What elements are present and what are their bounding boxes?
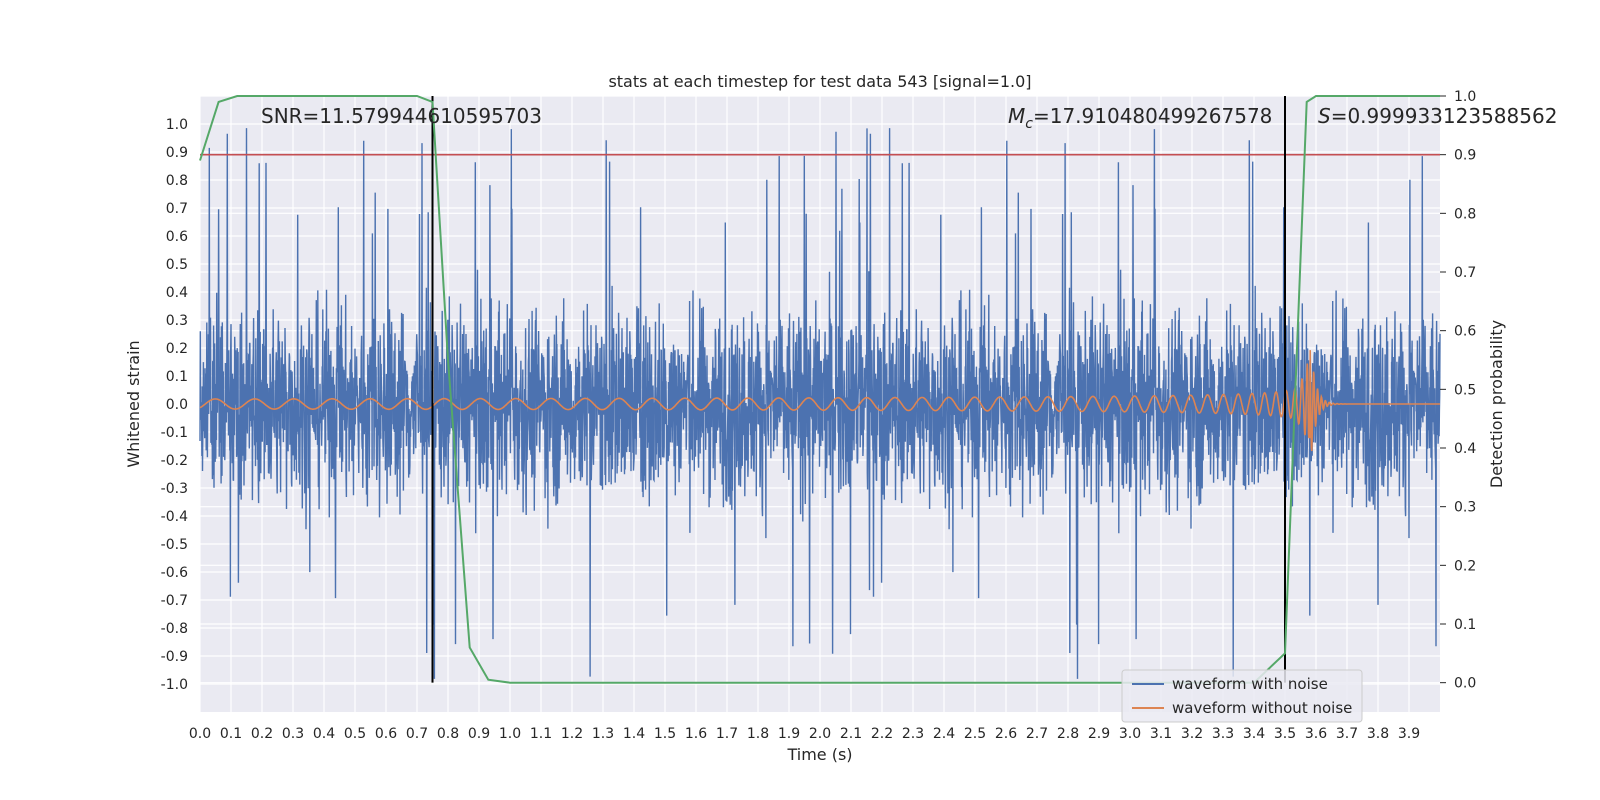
- legend: waveform with noise waveform without noi…: [1121, 669, 1363, 723]
- y-axis-label: Whitened strain: [124, 340, 143, 467]
- y2-tick-label: 0.9: [1454, 148, 1476, 164]
- snr-annotation: SNR=11.579944610595703: [261, 104, 542, 128]
- y2-tick-label: 0.0: [1454, 676, 1476, 692]
- y2-tick-label: 0.1: [1454, 617, 1476, 633]
- y-tick-label: -0.8: [161, 621, 188, 637]
- y-tick-label: -1.0: [161, 677, 188, 693]
- x-tick-label: 3.3: [1212, 726, 1234, 742]
- x-tick-label: 3.1: [1150, 726, 1172, 742]
- x-tick-label: 3.4: [1243, 726, 1265, 742]
- y-tick-label: 0.5: [166, 257, 188, 273]
- y2-tick-label: 0.6: [1454, 324, 1476, 340]
- y2-tick-label: 0.3: [1454, 500, 1476, 516]
- x-tick-label: 2.2: [871, 726, 893, 742]
- y-tick-label: -0.1: [161, 425, 188, 441]
- chirp-mass-annotation: Mc=17.910480499267578: [1008, 104, 1272, 132]
- x-tick-label: 0.6: [375, 726, 397, 742]
- y2-tick-label: 0.7: [1454, 265, 1476, 281]
- x-tick-label: 2.3: [902, 726, 924, 742]
- x-tick-label: 3.7: [1336, 726, 1358, 742]
- y2-tick-label: 1.0: [1454, 89, 1476, 105]
- y-tick-label: 0.7: [166, 201, 188, 217]
- x-tick-label: 2.7: [1026, 726, 1048, 742]
- x-tick-label: 3.9: [1398, 726, 1420, 742]
- series-waveform-without-noise: [199, 350, 1440, 452]
- y2-tick-label: 0.5: [1454, 382, 1476, 398]
- x-tick-label: 0.9: [468, 726, 490, 742]
- x-tick-label: 0.4: [313, 726, 335, 742]
- y-tick-label: 0.3: [166, 313, 188, 329]
- x-tick-label: 3.2: [1181, 726, 1203, 742]
- y-tick-label: -0.6: [161, 565, 188, 581]
- x-tick-label: 1.7: [716, 726, 738, 742]
- x-tick-label: 2.9: [1088, 726, 1110, 742]
- x-tick-label: 0.5: [344, 726, 366, 742]
- x-tick-label: 2.8: [1057, 726, 1079, 742]
- x-tick-label: 3.8: [1367, 726, 1389, 742]
- x-tick-label: 0.7: [406, 726, 428, 742]
- legend-box: [1121, 669, 1363, 723]
- legend-label-clean: waveform without noise: [1172, 699, 1352, 717]
- y2-tick-label: 0.2: [1454, 558, 1476, 574]
- x-tick-label: 3.6: [1305, 726, 1327, 742]
- x-tick-label: 0.1: [220, 726, 242, 742]
- x-tick-label: 3.5: [1274, 726, 1296, 742]
- x-tick-label: 2.1: [840, 726, 862, 742]
- chirp-mass-value: =17.910480499267578: [1033, 104, 1272, 128]
- y-tick-label: -0.7: [161, 593, 188, 609]
- y-tick-label: -0.4: [161, 509, 188, 525]
- x-tick-label: 1.0: [499, 726, 521, 742]
- x-tick-label: 1.3: [592, 726, 614, 742]
- x-tick-label: 1.2: [561, 726, 583, 742]
- x-tick-label: 0.3: [282, 726, 304, 742]
- s-annotation: S=0.999933123588562: [1318, 104, 1557, 128]
- s-annotation-value: =0.999933123588562: [1331, 104, 1558, 128]
- x-tick-label: 1.5: [654, 726, 676, 742]
- chirp-mass-subscript: c: [1025, 116, 1033, 132]
- x-tick-label: 0.0: [189, 726, 211, 742]
- y-tick-label: 0.4: [166, 285, 188, 301]
- x-tick-label: 1.9: [778, 726, 800, 742]
- y2-tick-label: 0.8: [1454, 206, 1476, 222]
- x-tick-label: 0.8: [437, 726, 459, 742]
- series-layer: [199, 95, 1441, 684]
- y-tick-label: 0.6: [166, 229, 188, 245]
- x-tick-label: 3.0: [1119, 726, 1141, 742]
- tick-labels: 0.0 0.1 0.2 0.3 0.4 0.5 0.6 0.7 0.8 0.9 1.0 1.1 1.2 1…: [161, 89, 1477, 742]
- legend-label-noise: waveform with noise: [1172, 675, 1328, 693]
- chart-title: stats at each timestep for test data 543…: [608, 72, 1031, 91]
- x-tick-label: 1.4: [623, 726, 645, 742]
- x-tick-label: 2.5: [964, 726, 986, 742]
- y-tick-label: -0.3: [161, 481, 188, 497]
- y-tick-label: 0.9: [166, 145, 188, 161]
- y-tick-label: -0.2: [161, 453, 188, 469]
- chirp-mass-symbol: M: [1008, 104, 1025, 128]
- y-tick-label: -0.5: [161, 537, 188, 553]
- y-tick-label: 0.0: [166, 397, 188, 413]
- x-tick-label: 0.2: [251, 726, 273, 742]
- y-tick-label: 1.0: [166, 117, 188, 133]
- x-tick-label: 1.8: [747, 726, 769, 742]
- x-tick-label: 1.6: [685, 726, 707, 742]
- x-axis-label: Time (s): [786, 745, 852, 764]
- series-detection-probability: [199, 95, 1440, 684]
- x-tick-label: 2.6: [995, 726, 1017, 742]
- x-tick-label: 1.1: [530, 726, 552, 742]
- y-tick-label: 0.1: [166, 369, 188, 385]
- y-tick-label: 0.2: [166, 341, 188, 357]
- y-tick-label: 0.8: [166, 173, 188, 189]
- x-tick-label: 2.0: [809, 726, 831, 742]
- y2-tick-label: 0.4: [1454, 441, 1476, 457]
- y2-axis-label: Detection probability: [1487, 320, 1506, 488]
- series-waveform-with-noise: [199, 128, 1441, 679]
- x-tick-label: 2.4: [933, 726, 955, 742]
- y-tick-label: -0.9: [161, 649, 188, 665]
